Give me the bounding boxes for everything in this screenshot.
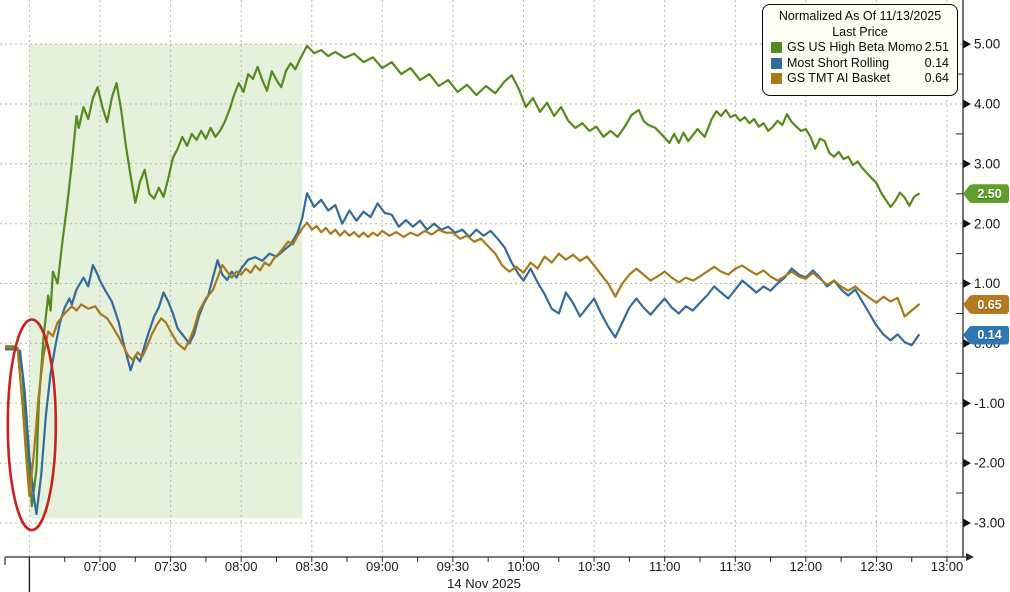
series-line-gs-tmt-ai-basket — [4, 221, 920, 498]
y-tick-arrow-icon — [963, 279, 971, 288]
series-layer — [4, 44, 920, 516]
x-axis-date-label: 14 Nov 2025 — [447, 576, 521, 591]
legend-series-label: GS TMT AI Basket — [787, 71, 891, 85]
last-price-tag-brown: 0.65 — [963, 295, 1009, 314]
x-axis-label: 12:00 — [790, 559, 823, 574]
last-price-tag-blue: 0.14 — [963, 325, 1009, 345]
last-price-tag-brown-text: 0.65 — [977, 297, 1002, 312]
y-tick-arrow-icon — [963, 219, 971, 228]
x-axis-label: 11:00 — [649, 559, 681, 574]
x-axis-label: 10:00 — [507, 559, 540, 574]
legend-row-gs-tmt-ai-basket: GS TMT AI Basket 0.64 — [771, 71, 949, 87]
x-axis-label: 09:00 — [366, 559, 399, 574]
session-shading — [29, 44, 303, 519]
x-axis-label: 07:00 — [84, 559, 117, 574]
last-price-tag-green: 2.50 — [963, 184, 1009, 204]
x-axis-label: 11:30 — [720, 559, 752, 574]
legend-row-gs-us-high-beta-momo: GS US High Beta Momo 2.51 — [771, 40, 949, 56]
legend-series-value: 2.51 — [924, 40, 949, 54]
legend: Normalized As Of 11/13/2025 Last Price G… — [762, 4, 958, 96]
y-tick-arrow-icon — [963, 39, 971, 49]
axes-layer — [4, 0, 974, 592]
y-axis-label: 1.00 — [974, 276, 1000, 291]
highlight-ellipse — [6, 318, 58, 532]
y-tick-arrow-icon — [963, 399, 971, 408]
y-tick-arrow-icon — [963, 339, 971, 348]
axis-labels-layer: 5.004.003.002.001.000.00-1.00-2.00-3.000… — [84, 37, 1005, 574]
legend-title: Normalized As Of 11/13/2025 — [778, 9, 942, 23]
legend-row-most-short-rolling: Most Short Rolling 0.14 — [771, 56, 949, 72]
x-axis-label: 10:30 — [578, 559, 611, 574]
legend-swatch-blue-icon — [771, 57, 782, 69]
x-axis-label: 08:30 — [296, 559, 329, 574]
last-price-tag-green-text: 2.50 — [977, 186, 1002, 201]
legend-series-label: GS US High Beta Momo — [787, 40, 923, 54]
x-axis-label: 12:30 — [860, 559, 893, 574]
y-axis-label: 3.00 — [974, 156, 1000, 171]
y-axis-label: 4.00 — [974, 97, 1000, 112]
y-axis-label: -3.00 — [974, 516, 1005, 531]
y-tick-arrow-icon — [963, 458, 971, 468]
x-axis-label: 08:00 — [225, 559, 258, 574]
x-axis-label: 13:00 — [931, 559, 964, 574]
y-tick-arrow-icon — [963, 99, 971, 109]
legend-series-value: 0.64 — [924, 71, 949, 85]
x-axis-label: 07:30 — [154, 559, 187, 574]
legend-swatch-green-icon — [771, 42, 782, 54]
y-axis-label: -2.00 — [974, 456, 1005, 471]
x-axis-label: 09:30 — [437, 559, 470, 574]
last-price-tag-blue-text: 0.14 — [977, 328, 1002, 342]
y-axis-label: 5.00 — [974, 37, 1000, 52]
legend-series-value: 0.14 — [924, 55, 949, 70]
gridline-layer — [0, 0, 963, 557]
y-axis-label: 2.00 — [974, 216, 1000, 231]
legend-subtitle: Last Price — [832, 24, 888, 39]
y-tick-arrow-icon — [963, 518, 971, 528]
series-line-gs-us-high-beta-momo — [4, 44, 920, 508]
y-axis-label: -1.00 — [974, 396, 1005, 411]
y-tick-arrow-icon — [963, 159, 971, 169]
session-shading-layer — [29, 44, 303, 519]
x-axis-arrow-icon — [966, 553, 974, 561]
legend-series-label: Most Short Rolling — [787, 55, 890, 70]
annotation-layer — [6, 318, 58, 532]
series-line-most-short-rolling — [4, 192, 920, 516]
legend-swatch-brown-icon — [771, 73, 782, 85]
